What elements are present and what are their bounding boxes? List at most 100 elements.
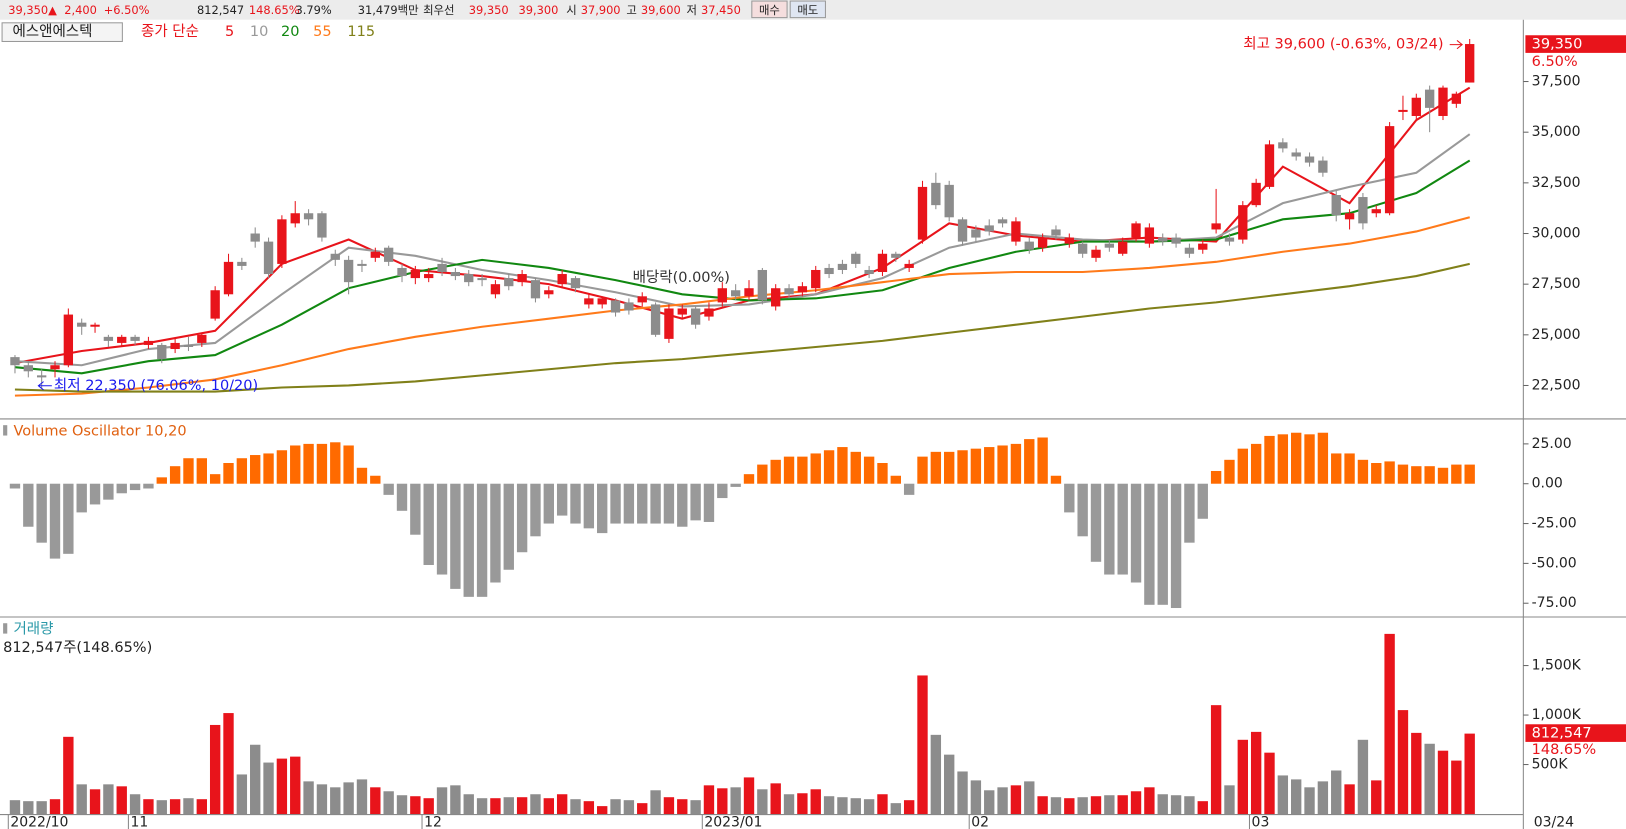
bar	[476, 798, 488, 815]
bar	[169, 799, 181, 815]
y-tick-label: 35,000	[1532, 124, 1581, 140]
bar	[730, 483, 741, 487]
bar	[410, 483, 421, 535]
order-button-label[interactable]: 매수	[759, 3, 780, 17]
candle-body	[170, 342, 180, 350]
bar	[1130, 791, 1142, 815]
bar	[1064, 798, 1075, 815]
candle-body	[837, 263, 848, 270]
candle-body	[223, 261, 234, 295]
y-tick-label: -75.00	[1532, 595, 1577, 611]
bar	[356, 779, 368, 815]
y-tick-label: 27,500	[1532, 276, 1581, 292]
candle-body	[1091, 249, 1101, 258]
bar	[717, 483, 728, 499]
moving-average-line	[14, 133, 1471, 367]
bar	[930, 451, 942, 484]
candle-body	[303, 213, 314, 220]
header-field: 2,400	[64, 3, 97, 17]
bar	[250, 744, 261, 815]
bar	[1117, 483, 1128, 575]
bar	[209, 474, 221, 484]
bar	[530, 794, 541, 815]
bar	[76, 483, 87, 513]
candle-body	[650, 304, 661, 335]
bar	[129, 794, 141, 815]
bar	[1344, 784, 1355, 815]
header-field: 39,350▲	[8, 3, 57, 17]
candle-body	[557, 274, 567, 285]
candle-body	[1424, 89, 1435, 108]
candle-body	[610, 300, 621, 313]
order-button-label[interactable]: 매도	[797, 3, 818, 17]
bar	[276, 450, 288, 484]
candle-body	[704, 308, 714, 317]
candle-body	[624, 302, 634, 311]
bar	[997, 445, 1008, 484]
bar	[1144, 787, 1155, 815]
bar	[1451, 760, 1462, 815]
candle-body	[1011, 221, 1021, 242]
bar	[890, 803, 901, 815]
candle-body	[370, 251, 380, 258]
candle-body	[971, 229, 981, 238]
bar	[330, 787, 341, 815]
candle-body	[1064, 237, 1074, 244]
bar	[490, 483, 501, 583]
candle-body	[263, 241, 274, 275]
bar	[1464, 733, 1475, 815]
bar	[797, 793, 808, 815]
bar	[356, 467, 368, 484]
candle-body	[1411, 97, 1421, 116]
bar	[783, 456, 795, 484]
order-button[interactable]	[751, 0, 788, 19]
bar	[930, 734, 942, 815]
candle-body	[811, 269, 821, 289]
candle-body	[717, 288, 727, 303]
candle-body	[157, 344, 167, 360]
bar	[1317, 432, 1329, 484]
bar	[1277, 434, 1289, 484]
y-tick-label: -50.00	[1532, 555, 1577, 571]
candle-body	[50, 365, 60, 370]
order-button[interactable]	[789, 0, 826, 19]
bar	[917, 456, 928, 484]
candle-body	[1104, 243, 1115, 248]
bar	[1210, 470, 1222, 484]
bar	[410, 796, 421, 815]
bar	[169, 466, 181, 484]
bar	[343, 782, 354, 815]
bar	[209, 724, 221, 815]
bar	[383, 483, 394, 495]
bar	[810, 453, 821, 484]
bar	[116, 786, 127, 815]
candle-body	[584, 298, 594, 305]
bar	[863, 456, 875, 484]
candle-body	[290, 213, 300, 224]
header-field: 시	[566, 3, 576, 17]
bar	[1424, 743, 1435, 815]
bar	[423, 798, 434, 815]
candle-body	[210, 290, 220, 319]
bar	[1170, 483, 1182, 609]
bar	[743, 777, 755, 815]
candle-body	[397, 267, 407, 277]
bar	[1037, 437, 1048, 484]
bar	[610, 483, 621, 524]
bar	[196, 458, 207, 484]
candle-body	[744, 288, 754, 297]
candle-body	[410, 269, 421, 279]
stock-name: 에스앤에스텍	[12, 23, 92, 40]
header-field: 31,479백만	[358, 3, 419, 17]
candle-body	[824, 267, 834, 275]
bar	[1090, 483, 1102, 562]
candle-body	[277, 219, 287, 264]
header-field: +6.50%	[104, 3, 150, 17]
bar	[1264, 752, 1275, 815]
candle-body	[1144, 227, 1155, 244]
candle-body	[944, 184, 954, 218]
high-arrow	[1449, 40, 1463, 50]
bar	[583, 483, 595, 529]
y-tick-label: 1,000K	[1532, 707, 1582, 723]
